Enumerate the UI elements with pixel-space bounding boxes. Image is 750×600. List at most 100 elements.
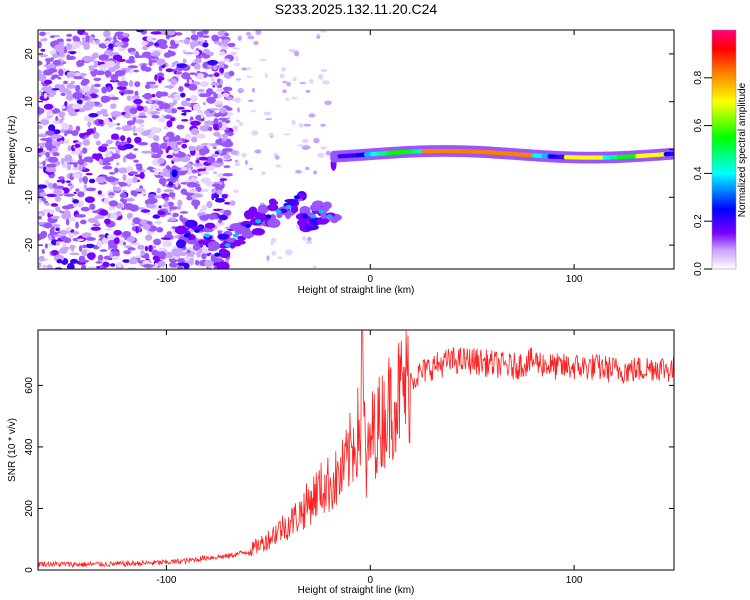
heatmap-cell (155, 90, 163, 99)
heatmap-cell (129, 171, 139, 175)
heatmap-cell (141, 40, 149, 46)
heatmap-cell (217, 61, 226, 65)
heatmap-cell (43, 103, 54, 110)
heatmap-cell (293, 50, 300, 57)
heatmap-cell (46, 193, 58, 198)
spectrogram-y-tick-label: -20 (24, 237, 35, 252)
heatmap-cell (82, 55, 92, 63)
heatmap-cell (75, 125, 81, 132)
heatmap-cell (115, 149, 120, 155)
heatmap-cell (224, 32, 229, 37)
heatmap-cell (142, 105, 148, 113)
heatmap-cell (55, 227, 60, 232)
heatmap-cell (253, 40, 259, 46)
heatmap-cell (52, 182, 57, 189)
heatmap-cell (58, 176, 65, 180)
heatmap-cell (104, 69, 112, 78)
heatmap-cell (267, 203, 279, 212)
heatmap-cell (232, 47, 240, 50)
heatmap-cell (108, 200, 118, 207)
heatmap-cell (41, 266, 49, 269)
heatmap-cell (210, 254, 217, 262)
snr-y-ticks: 0 200 400 600 (24, 377, 674, 573)
heatmap-cell (186, 249, 191, 254)
heatmap-cell (62, 158, 73, 162)
heatmap-cell (39, 138, 51, 141)
heatmap-cell (219, 79, 224, 86)
heatmap-cell (39, 192, 47, 197)
heatmap-cell (66, 163, 71, 171)
heatmap-cell (216, 189, 223, 195)
heatmap-cell (180, 92, 186, 98)
heatmap-cell (89, 35, 93, 44)
heatmap-cell (155, 258, 160, 264)
heatmap-cell (66, 72, 71, 79)
heatmap-cell (95, 39, 100, 45)
heatmap-cell (305, 89, 311, 93)
heatmap-cell (263, 111, 272, 116)
heatmap-cell (137, 115, 148, 119)
heatmap-cell (283, 133, 291, 136)
heatmap-cell (148, 84, 159, 89)
heatmap-cell (178, 247, 183, 253)
heatmap-cell (121, 230, 132, 238)
heatmap-cell (202, 30, 209, 35)
heatmap-cell (227, 42, 236, 48)
heatmap-cell (174, 135, 181, 142)
heatmap-cell (150, 52, 156, 57)
heatmap-cell (172, 99, 178, 105)
heatmap-cell (95, 176, 106, 183)
heatmap-cell (251, 227, 265, 236)
heatmap-cell (92, 153, 99, 160)
heatmap-cell (64, 101, 68, 107)
snr-y-tick-label: 0 (24, 567, 35, 573)
heatmap-cell (305, 166, 310, 171)
heatmap-cell (164, 136, 170, 141)
heatmap-cell (176, 250, 181, 257)
heatmap-cell (184, 219, 198, 229)
heatmap-cell (102, 261, 110, 268)
heatmap-cell (214, 198, 226, 203)
heatmap-cell (110, 103, 117, 109)
heatmap-cell (45, 202, 51, 206)
heatmap-cell (146, 56, 157, 60)
colorbar: 0.0 0.2 0.4 0.6 0.8 Normalized spectral ampl… (693, 29, 748, 276)
heatmap-cell (290, 204, 299, 214)
heatmap-cell (89, 65, 95, 72)
heatmap-cell (66, 83, 74, 89)
heatmap-cell (85, 34, 91, 42)
heatmap-cell (174, 39, 180, 44)
heatmap-cell (145, 81, 157, 85)
heatmap-cell (185, 97, 191, 102)
heatmap-cell (75, 214, 87, 218)
heatmap-cell (96, 240, 103, 248)
heatmap-cell (40, 48, 46, 52)
heatmap-cell (156, 187, 161, 194)
heatmap-cell (41, 209, 52, 213)
heatmap-cell (175, 180, 179, 188)
heatmap-cell (134, 136, 142, 144)
heatmap-cell (181, 119, 189, 122)
heatmap-cell (108, 43, 114, 50)
heatmap-cell (171, 212, 180, 218)
heatmap-cell (85, 243, 95, 249)
colorbar-tick-label: 0.0 (693, 262, 704, 276)
colorbar-tick-label: 0.6 (693, 118, 704, 132)
heatmap-cell (194, 259, 200, 266)
heatmap-cell (148, 59, 153, 67)
heatmap-cell (125, 153, 137, 160)
heatmap-cell (222, 92, 230, 98)
heatmap-cell (151, 115, 160, 119)
heatmap-cell (303, 123, 312, 127)
heatmap-cell (78, 245, 83, 252)
heatmap-cell (98, 54, 109, 61)
heatmap-cell (154, 171, 159, 176)
heatmap-cell (188, 84, 198, 91)
colorbar-tick-label: 0.8 (693, 70, 704, 84)
heatmap-cell (219, 160, 223, 164)
heatmap-cell (229, 200, 236, 206)
heatmap-cell (71, 80, 75, 85)
heatmap-cell (177, 204, 182, 210)
colorbar-tick-label: 0.2 (693, 214, 704, 228)
